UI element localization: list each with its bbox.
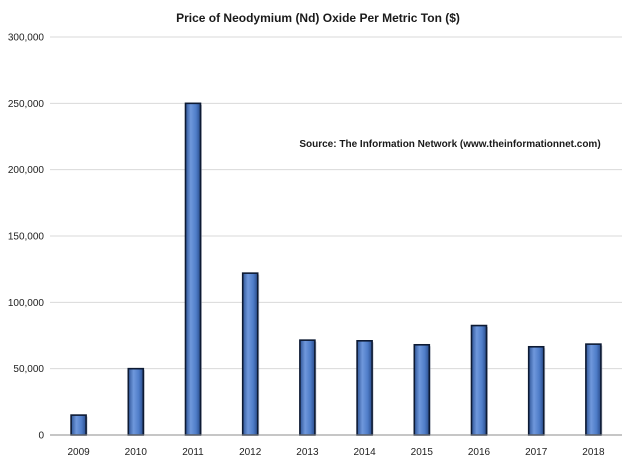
y-tick-label: 250,000 [8, 99, 45, 110]
bar-group [413, 343, 431, 436]
x-tick-label: 2018 [582, 447, 605, 458]
bar-group [70, 414, 88, 436]
bar-group [127, 367, 145, 436]
y-tick-label: 200,000 [8, 165, 45, 176]
x-tick-label: 2015 [411, 447, 434, 458]
x-tick-label: 2010 [125, 447, 148, 458]
bar [356, 340, 373, 436]
y-tick-label: 0 [38, 431, 44, 442]
x-tick-label: 2012 [239, 447, 262, 458]
bar [527, 345, 545, 436]
gridlines [50, 36, 622, 370]
bar [299, 339, 316, 436]
x-tick-label: 2014 [353, 447, 376, 458]
source-annotation: Source: The Information Network (www.the… [299, 139, 600, 150]
bar-group [585, 343, 603, 436]
x-tick-label: 2013 [296, 447, 319, 458]
x-tick-label: 2009 [67, 447, 90, 458]
bar-group [470, 324, 488, 436]
y-tick-label: 50,000 [13, 364, 44, 375]
bar [241, 272, 259, 436]
x-tick-label: 2011 [182, 447, 204, 458]
y-tick-label: 150,000 [8, 232, 45, 243]
bar-group [184, 102, 202, 436]
x-tick-label: 2016 [468, 447, 491, 458]
bar-group [356, 340, 374, 436]
y-tick-label: 100,000 [8, 298, 45, 309]
y-axis-tick-labels: 0 50,000 100,000 150,000 200,000 250,000 300,0… [8, 33, 45, 442]
bar-group [299, 339, 317, 436]
bars [70, 102, 603, 436]
bar-group [241, 272, 260, 436]
chart-title: Price of Neodymium (Nd) Oxide Per Metric… [176, 11, 460, 25]
bar [470, 324, 488, 436]
bar [184, 102, 202, 436]
bar [413, 343, 431, 436]
bar-group [527, 345, 546, 436]
x-axis-tick-labels: 2009 2010 2011 2012 2013 2014 2015 2016 2017 2018 [67, 447, 604, 458]
y-tick-label: 300,000 [8, 33, 45, 44]
bar [70, 414, 87, 436]
bar [585, 343, 602, 436]
bar [127, 367, 145, 436]
x-tick-label: 2017 [525, 447, 548, 458]
